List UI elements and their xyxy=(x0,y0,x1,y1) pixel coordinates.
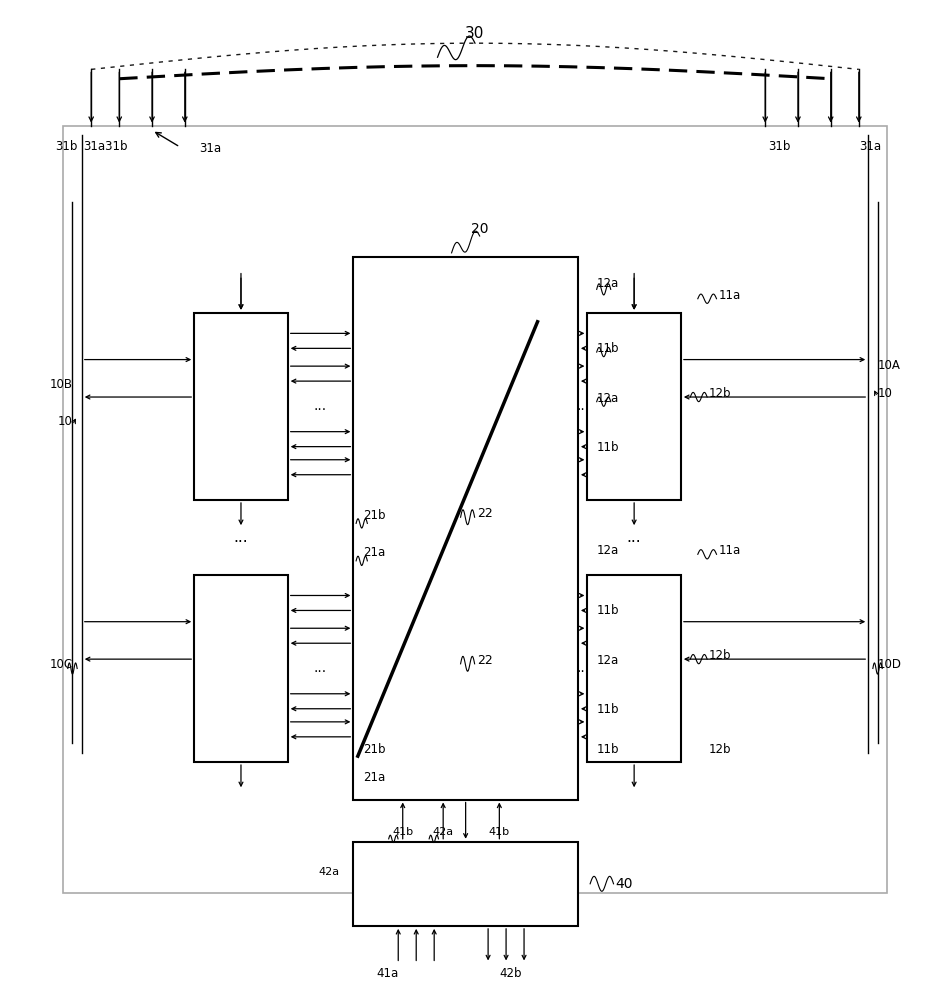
Text: 42b: 42b xyxy=(500,967,522,980)
Text: ...: ... xyxy=(627,530,641,545)
Bar xyxy=(194,575,288,762)
Text: 11b: 11b xyxy=(597,441,619,454)
Bar xyxy=(353,842,578,926)
Text: 10D: 10D xyxy=(878,658,902,672)
Text: 31b: 31b xyxy=(768,140,790,153)
Text: 12a: 12a xyxy=(597,544,619,557)
Text: 10: 10 xyxy=(58,415,72,428)
Text: 12a: 12a xyxy=(597,277,619,290)
Text: 21a: 21a xyxy=(363,546,385,559)
Bar xyxy=(587,313,681,500)
Text: 11a: 11a xyxy=(718,289,741,302)
Text: 21b: 21b xyxy=(363,509,385,522)
Text: 41b: 41b xyxy=(489,827,510,837)
Text: ...: ... xyxy=(576,399,589,413)
Text: ...: ... xyxy=(314,662,327,676)
Text: 11b: 11b xyxy=(597,743,619,756)
Text: 42a: 42a xyxy=(432,827,454,837)
Bar xyxy=(587,575,681,762)
Text: 22: 22 xyxy=(477,507,493,520)
Text: 11a: 11a xyxy=(718,544,741,557)
Text: 31a: 31a xyxy=(859,140,881,153)
Text: 11b: 11b xyxy=(597,703,619,716)
Text: 21b: 21b xyxy=(363,743,385,756)
Text: 12b: 12b xyxy=(709,649,732,662)
Text: 12b: 12b xyxy=(709,387,732,400)
Text: ...: ... xyxy=(234,530,248,545)
Text: 41a: 41a xyxy=(376,967,398,980)
Text: 11b: 11b xyxy=(597,604,619,617)
Text: 22: 22 xyxy=(477,654,493,667)
Text: 10: 10 xyxy=(878,387,892,400)
Text: ...: ... xyxy=(314,399,327,413)
Text: 30: 30 xyxy=(466,26,484,41)
Text: 10C: 10C xyxy=(49,658,72,672)
Text: 12b: 12b xyxy=(709,743,732,756)
Text: 10A: 10A xyxy=(878,359,901,372)
Bar xyxy=(353,257,578,800)
Text: 12a: 12a xyxy=(597,654,619,667)
Text: 42a: 42a xyxy=(318,867,339,877)
Text: 31a31b: 31a31b xyxy=(83,140,127,153)
Text: 20: 20 xyxy=(471,222,488,236)
Text: ...: ... xyxy=(576,662,589,676)
Text: 31a: 31a xyxy=(199,142,221,155)
Text: 40: 40 xyxy=(616,877,633,891)
Text: 12a: 12a xyxy=(597,392,619,405)
Text: 11b: 11b xyxy=(597,342,619,355)
Bar xyxy=(63,126,887,893)
Bar xyxy=(194,313,288,500)
Text: 10B: 10B xyxy=(49,378,72,391)
Text: 31b: 31b xyxy=(56,140,78,153)
Text: 21a: 21a xyxy=(363,771,385,784)
Text: 41b: 41b xyxy=(392,827,413,837)
